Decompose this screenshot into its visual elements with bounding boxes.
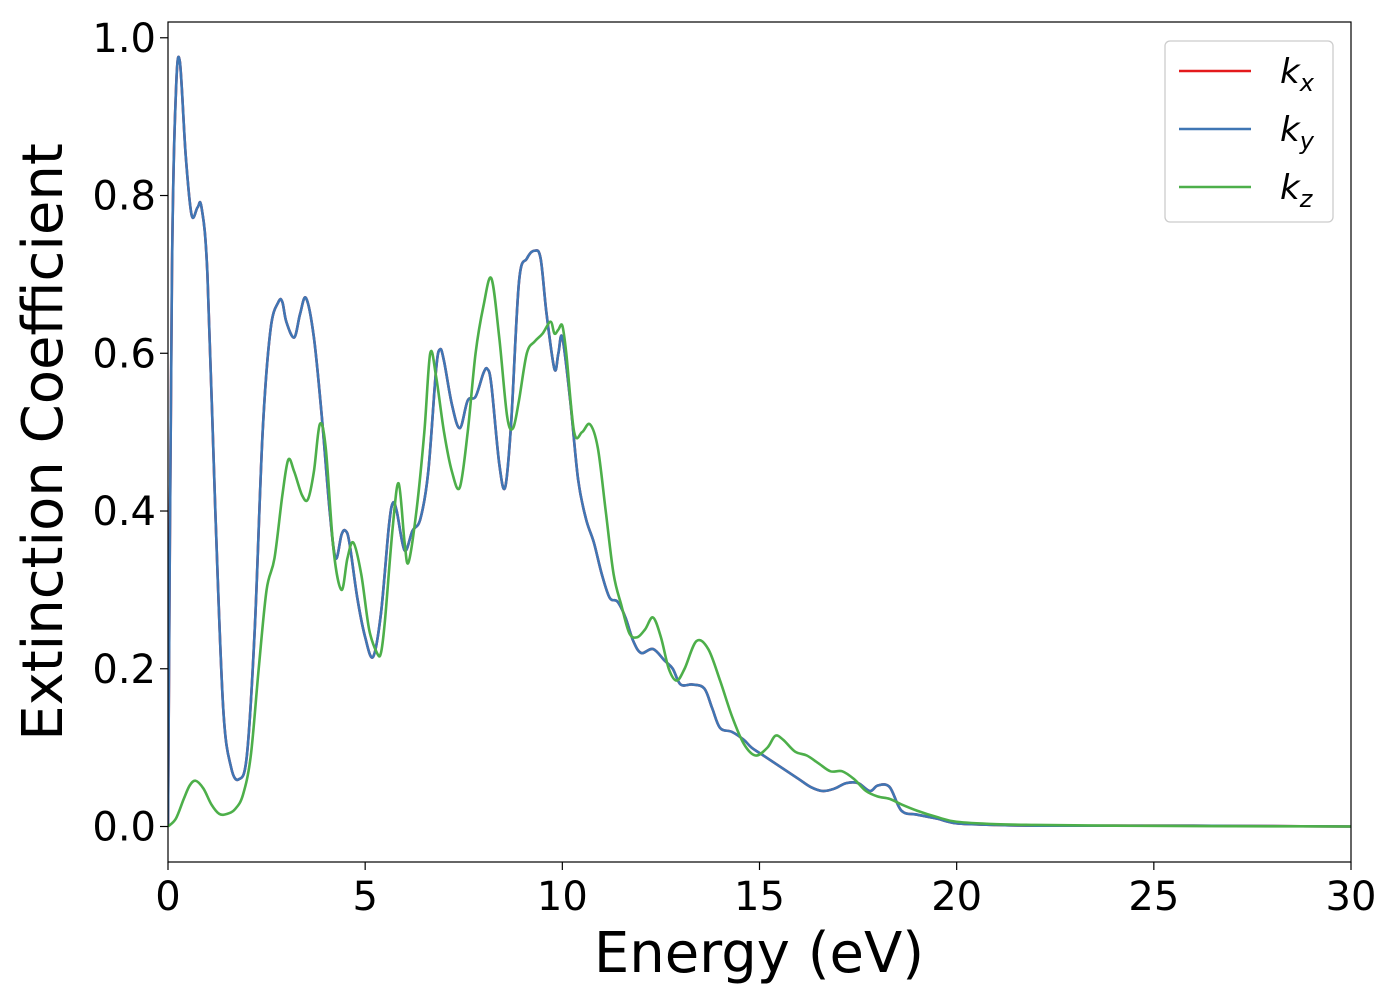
series-line-ky	[168, 55, 1351, 828]
x-tick-label: 5	[352, 874, 377, 920]
x-tick-label: 0	[155, 874, 180, 920]
legend-box	[1164, 40, 1334, 223]
legend-label-ky: ky	[1280, 110, 1315, 155]
legend: kx ky kz	[1164, 40, 1334, 223]
y-tick-label: 0.4	[92, 489, 156, 535]
y-axis-label: Extinction Coefficient	[11, 143, 76, 741]
x-tick-label: 10	[537, 874, 588, 920]
x-tick-label: 25	[1128, 874, 1179, 920]
x-tick-label: 30	[1326, 874, 1377, 920]
y-tick-label: 0.2	[92, 647, 156, 693]
x-axis-label: Energy (eV)	[594, 921, 924, 986]
x-tick-label: 15	[734, 874, 785, 920]
y-tick-label: 1.0	[92, 16, 156, 62]
legend-label-kx: kx	[1280, 52, 1315, 97]
y-tick-label: 0.0	[92, 805, 156, 851]
y-tick-label: 0.8	[92, 174, 156, 220]
legend-label-kz: kz	[1280, 168, 1314, 213]
series-line-kz	[168, 276, 1351, 828]
x-tick-label: 20	[931, 874, 982, 920]
plot-area	[168, 55, 1351, 828]
axes: 0 5 10 15 20 25 30 0.0 0.2 0.4 0.6 0.8 1.0	[92, 16, 1376, 920]
y-tick-label: 0.6	[92, 331, 156, 377]
